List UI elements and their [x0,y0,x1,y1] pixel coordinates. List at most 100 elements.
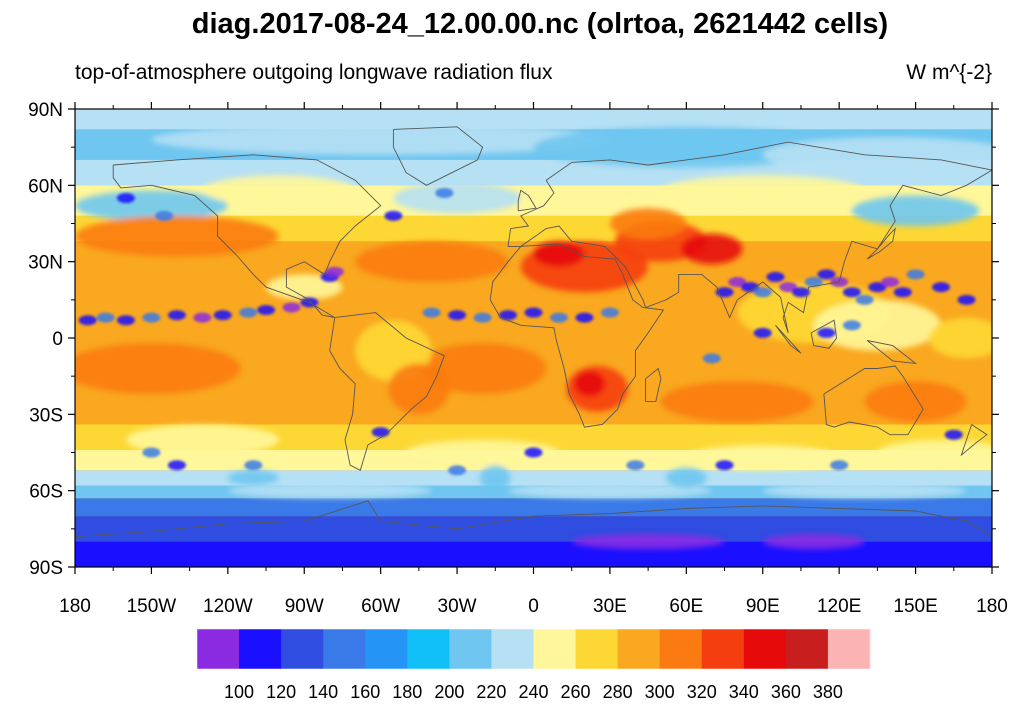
convective-cell [715,287,734,298]
field-feature [681,233,743,265]
colorbar-label: 180 [392,682,422,702]
lon-tick-label: 0 [528,596,539,617]
colorbar-swatch [701,629,745,669]
field-feature [864,381,967,422]
field-feature [75,190,228,221]
lat-tick-label: 90S [29,558,63,579]
field-feature [813,299,942,351]
lat-tick-label: 60N [28,176,63,197]
convective-cell [575,312,594,323]
convective-cell [435,187,454,198]
field-feature [151,124,610,155]
coastline-path [489,243,665,428]
colorbar-swatch [827,629,871,669]
convective-cell [167,460,186,471]
field-feature [533,126,840,168]
lat-tick-label: 30N [28,253,63,274]
convective-cell [549,312,568,323]
field-features [75,124,992,550]
colorbar-label: 160 [350,682,380,702]
colorbar-swatch [323,629,366,669]
coastline-path [329,312,445,471]
convective-cell [906,269,925,280]
colorbar-swatch [491,629,534,669]
colorbar-label: 380 [813,682,843,702]
coastline-path [392,126,484,186]
field-feature [533,241,585,267]
convective-cell [842,287,861,298]
convective-cell [932,282,951,293]
field-feature [609,208,687,239]
field-feature [125,424,279,456]
colorbar-swatch [407,629,450,669]
coastline-path [810,319,838,349]
colorbar-swatch [365,629,408,669]
convective-features [78,187,976,476]
convective-cell [791,287,810,298]
lon-tick-label: 150E [893,596,937,617]
colorbar-label: 360 [771,682,801,702]
colorbar-label: 220 [476,682,506,702]
convective-cell [766,271,785,282]
field-feature [480,465,511,491]
convective-cell [804,277,823,288]
coastline-path [960,424,988,457]
field-feature [762,136,992,173]
lon-tick-label: 30E [593,596,627,617]
lon-tick-label: 150W [127,596,177,617]
convective-cell [167,310,186,321]
convective-cell [142,447,161,458]
field-feature [686,444,840,471]
colorbar-label: 300 [645,682,675,702]
convective-cell [96,312,115,323]
convective-cell [957,294,976,305]
convective-cell [325,266,344,277]
colorbar-swatch [785,629,829,669]
lon-tick-label: 180 [976,596,1008,617]
convective-cell [78,315,97,326]
field-feature [665,467,707,489]
field-feature [75,343,241,394]
lat-band [75,109,992,130]
colorbar-label: 340 [729,682,759,702]
lon-tick-label: 90E [746,596,780,617]
convective-cell [600,307,619,318]
lat-tick-label: 60S [29,482,63,503]
convective-cell [155,210,174,221]
convective-cell [702,353,721,364]
olr-field-map [75,109,992,567]
colorbar-swatch [533,629,577,669]
convective-cell [868,282,887,293]
coastline-path [775,324,802,354]
colorbar-label: 240 [518,682,548,702]
field-feature [660,381,814,422]
convective-cell [282,302,301,313]
field-feature [355,241,509,283]
convective-cell [244,460,263,471]
field-feature [574,371,605,397]
convective-cell [473,312,492,323]
field-feature [418,343,547,394]
lon-tick-label: 30W [438,596,477,617]
field-feature [851,195,980,227]
colorbar-label: 260 [561,682,591,702]
coastline-path [112,154,382,319]
field-description: top-of-atmosphere outgoing longwave radi… [75,61,553,84]
convective-cell [142,312,161,323]
field-feature [660,175,865,206]
field-feature [928,317,992,359]
lon-tick-label: 60W [361,596,400,617]
colorbar-label: 280 [603,682,633,702]
lat-tick-label: 30S [29,405,63,426]
field-feature [227,483,432,499]
convective-cell [715,460,734,471]
convective-cell [881,277,900,288]
convective-cell [753,327,772,338]
latitude-axis: 90N 60N 30N 0 30S 60S 90S [28,100,999,579]
colorbar-label: 320 [687,682,717,702]
longitude-axis: 180 150W 120W 90W 60W 30W 0 30E 60E 90E 120E 150E 18… [59,102,1008,617]
convective-cell [626,460,645,471]
convective-cell [830,460,849,471]
convective-cell [384,210,403,221]
